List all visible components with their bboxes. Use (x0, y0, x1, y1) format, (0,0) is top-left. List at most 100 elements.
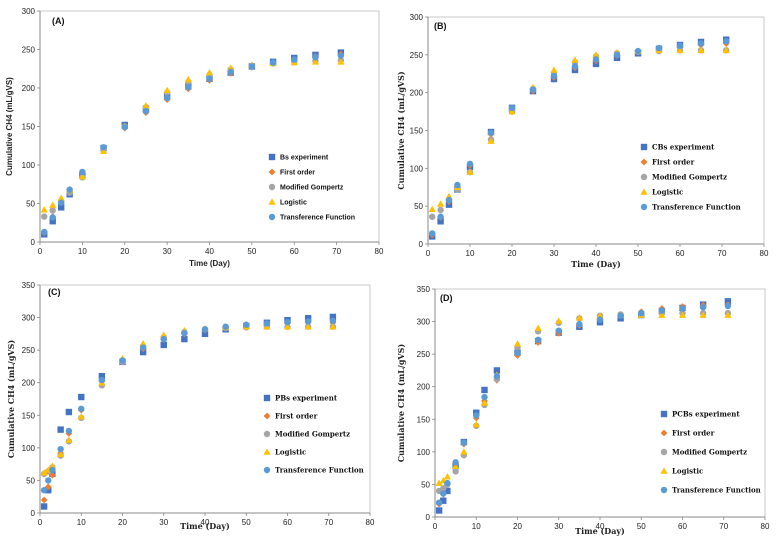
x-axis-label: Time (Day) (180, 521, 230, 531)
data-point (57, 199, 65, 206)
legend: PCBs experiment First order Modified Gompe… (660, 410, 761, 495)
legend-marker-modified-gompertz (268, 183, 276, 191)
data-point (312, 54, 319, 61)
data-point (142, 107, 150, 115)
legend-label-bs-experiment: Bs experiment (280, 155, 329, 162)
data-point (452, 462, 460, 469)
legend-marker-first-order (268, 168, 276, 176)
legend-marker-logistic (640, 188, 648, 195)
data-point (40, 503, 48, 510)
y-tick-label: 200 (22, 379, 36, 388)
x-tick-label: 20 (508, 249, 517, 258)
data-point (284, 318, 291, 326)
data-point (337, 52, 345, 59)
data-point (311, 58, 320, 65)
data-point (428, 205, 436, 212)
data-point (699, 304, 707, 311)
legend-marker-modified-gompertz (660, 448, 668, 456)
data-point (337, 58, 345, 65)
data-point (283, 323, 292, 330)
data-point (613, 51, 621, 59)
panel-label: (A) (52, 16, 65, 26)
y-axis-label: Cumulative CH4 (mL/gVS) (5, 77, 14, 176)
data-point (98, 376, 106, 384)
y-tick-label: 100 (22, 444, 36, 453)
data-point (40, 487, 48, 494)
data-point (550, 72, 558, 80)
x-tick-label: 60 (678, 522, 687, 531)
y-tick-label: 50 (414, 202, 423, 211)
legend-marker-logistic (263, 448, 271, 455)
x-tick-label: 70 (719, 522, 728, 531)
legend-label-modified-gompertz: Modified Gompertz (652, 173, 727, 182)
data-point (243, 321, 250, 328)
data-point (699, 311, 707, 318)
legend-label-transference-function: Transference Function (652, 203, 741, 212)
data-point (429, 213, 436, 220)
data-point (435, 499, 443, 506)
data-point (48, 471, 56, 479)
data-point (443, 473, 451, 480)
data-point (160, 341, 167, 349)
series-first-order (40, 50, 345, 237)
data-point (78, 405, 85, 412)
data-point (529, 86, 537, 93)
data-point (185, 84, 192, 91)
legend-label-transference-function: Transference Function (275, 466, 364, 475)
data-point (41, 213, 48, 220)
data-point (329, 323, 337, 330)
y-tick-label: 0 (426, 513, 431, 522)
legend-label-transference-function: Transference Function (672, 486, 761, 495)
data-point (697, 40, 705, 47)
y-tick-label: 150 (417, 415, 431, 424)
data-point (487, 137, 495, 144)
series-transference-function (41, 52, 345, 236)
data-point (679, 305, 686, 312)
legend-label-pcbs-experiment: PCBs experiment (672, 410, 740, 419)
data-point (493, 367, 501, 374)
y-tick-label: 50 (26, 476, 35, 485)
data-point (466, 168, 474, 175)
legend-marker-bs-experiment (268, 153, 276, 161)
data-point (160, 335, 167, 343)
x-tick-label: 50 (634, 249, 643, 258)
data-point (163, 86, 171, 94)
data-point (596, 316, 604, 323)
data-point (592, 56, 600, 63)
data-point (472, 420, 480, 428)
data-point (722, 46, 730, 54)
data-point (142, 102, 150, 109)
x-tick-label: 50 (637, 522, 646, 531)
chart-panel-c: 0 50 100 150 200 250 300 350 0 10 20 30 40 50 60 70 80 Ti… (0, 271, 391, 541)
series-first-order (435, 301, 732, 508)
x-tick-label: 60 (676, 249, 685, 258)
series-logistic (435, 311, 732, 486)
data-point (576, 320, 583, 328)
x-tick-label: 20 (513, 522, 522, 531)
data-point (658, 311, 666, 318)
data-point (65, 408, 73, 416)
legend-marker-first-order (660, 429, 668, 437)
data-point (227, 64, 235, 71)
y-tick-label: 350 (22, 281, 36, 290)
y-tick-label: 100 (410, 164, 424, 173)
series-transference-function (40, 317, 337, 494)
data-point (480, 399, 489, 406)
data-point (638, 309, 645, 317)
data-point (181, 330, 188, 337)
legend-marker-modified-gompertz (640, 173, 648, 181)
y-tick-label: 0 (31, 509, 36, 518)
data-point (481, 386, 488, 394)
x-tick-label: 70 (324, 518, 333, 527)
data-point (723, 38, 730, 45)
data-point (437, 206, 444, 214)
data-point (40, 206, 48, 213)
data-point (139, 344, 147, 351)
data-point (596, 312, 604, 319)
data-point (269, 59, 277, 66)
legend-marker-pbs-experiment (263, 394, 271, 402)
panel-label: (B) (434, 21, 447, 31)
legend-label-cbs-experiment: CBs experiment (652, 143, 715, 152)
data-point (57, 445, 64, 453)
x-tick-label: 10 (78, 247, 87, 256)
